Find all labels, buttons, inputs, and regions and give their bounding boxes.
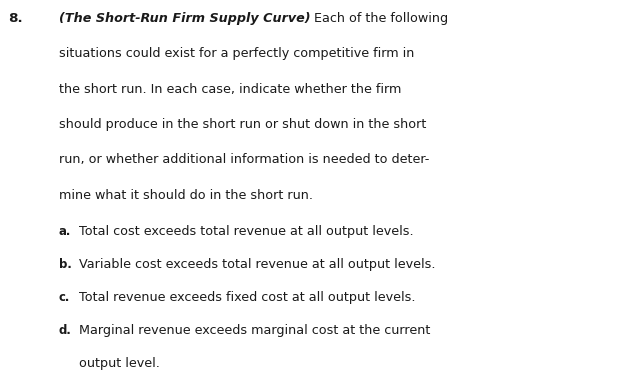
Text: Total revenue exceeds fixed cost at all output levels.: Total revenue exceeds fixed cost at all … xyxy=(79,291,415,304)
Text: Variable cost exceeds total revenue at all output levels.: Variable cost exceeds total revenue at a… xyxy=(79,258,436,271)
Text: c.: c. xyxy=(59,291,70,304)
Text: d.: d. xyxy=(59,324,72,337)
Text: a.: a. xyxy=(59,225,71,238)
Text: run, or whether additional information is needed to deter-: run, or whether additional information i… xyxy=(59,153,429,167)
Text: situations could exist for a perfectly competitive firm in: situations could exist for a perfectly c… xyxy=(59,47,414,61)
Text: Total cost exceeds total revenue at all output levels.: Total cost exceeds total revenue at all … xyxy=(79,225,413,238)
Text: 8.: 8. xyxy=(8,12,23,25)
Text: Marginal revenue exceeds marginal cost at the current: Marginal revenue exceeds marginal cost a… xyxy=(79,324,430,337)
Text: the short run. In each case, indicate whether the firm: the short run. In each case, indicate wh… xyxy=(59,83,401,96)
Text: b.: b. xyxy=(59,258,72,271)
Text: Each of the following: Each of the following xyxy=(310,12,449,25)
Text: output level.: output level. xyxy=(79,357,160,370)
Text: should produce in the short run or shut down in the short: should produce in the short run or shut … xyxy=(59,118,426,131)
Text: (The Short-Run Firm Supply Curve): (The Short-Run Firm Supply Curve) xyxy=(59,12,310,25)
Text: mine what it should do in the short run.: mine what it should do in the short run. xyxy=(59,189,313,202)
